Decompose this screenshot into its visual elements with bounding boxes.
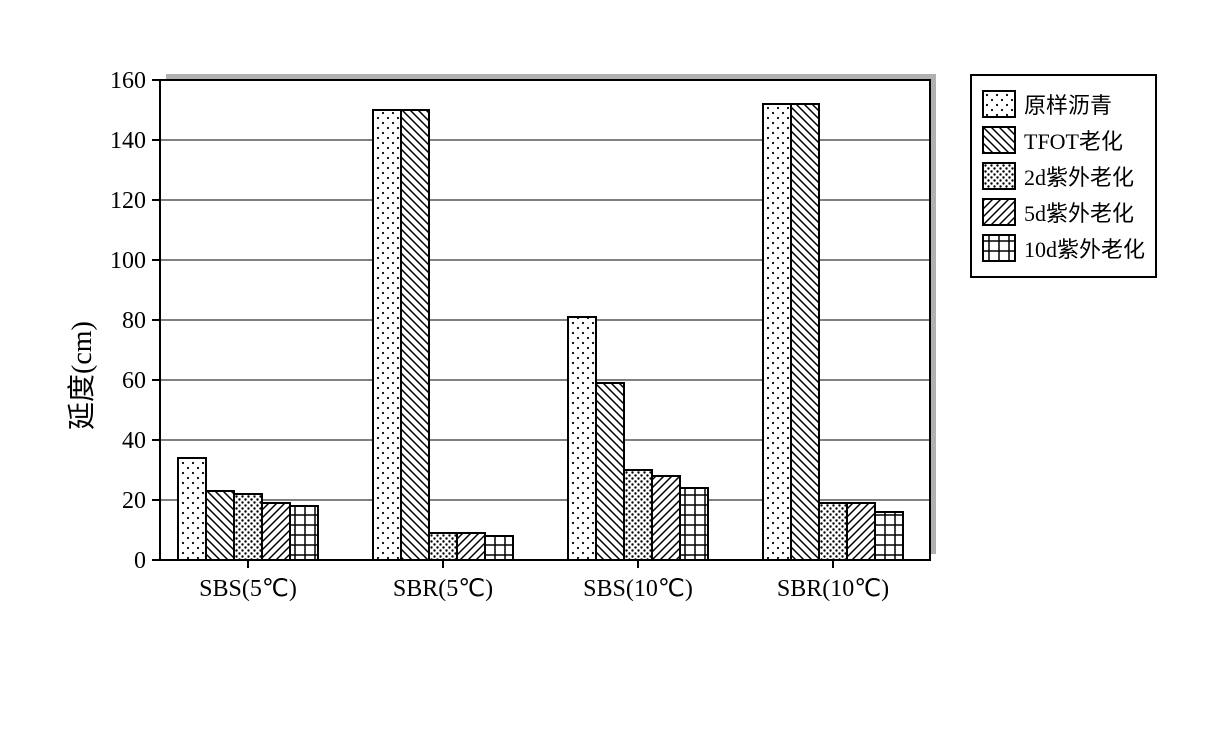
bar [680,488,708,560]
bar [763,104,791,560]
y-tick-label: 160 [110,68,146,94]
y-tick-label: 100 [110,248,146,274]
x-tick-label: SBS(5℃) [199,576,297,602]
x-tick-label: SBS(10℃) [583,576,693,602]
legend-label: 原样沥青 [1024,88,1112,120]
x-tick-label: SBR(10℃) [777,576,889,602]
y-axis-label: 延度(cm) [60,321,100,430]
bar [847,503,875,560]
x-tick-label: SBR(5℃) [393,576,493,602]
bar [206,491,234,560]
legend-swatch [982,90,1016,118]
legend: 原样沥青 TFOT老化 2d紫外老化 5d紫外老化 10d紫外老化 [970,74,1157,278]
legend-swatch [982,162,1016,190]
page: 0 20 40 60 80 100 120 140 160 SBS(5℃) SBR(5℃) SBS(1… [0,0,1224,733]
bar [457,533,485,560]
bar [819,503,847,560]
bar [568,317,596,560]
y-tick-label: 140 [110,128,146,154]
bar [652,476,680,560]
bar [290,506,318,560]
y-tick-label: 40 [122,428,146,454]
legend-item: 2d紫外老化 [982,160,1145,192]
legend-item: 原样沥青 [982,88,1145,120]
legend-label: 2d紫外老化 [1024,160,1134,192]
bar [262,503,290,560]
y-tick-label: 20 [122,488,146,514]
y-tick-label: 80 [122,308,146,334]
legend-swatch [982,198,1016,226]
legend-item: 5d紫外老化 [982,196,1145,228]
y-tick-label: 60 [122,368,146,394]
legend-label: 10d紫外老化 [1024,232,1145,264]
y-tick-label: 120 [110,188,146,214]
bar [485,536,513,560]
legend-swatch [982,126,1016,154]
bar [624,470,652,560]
chart-container: 0 20 40 60 80 100 120 140 160 SBS(5℃) SBR(5℃) SBS(1… [40,60,1200,700]
legend-label: 5d紫外老化 [1024,196,1134,228]
bar [875,512,903,560]
legend-label: TFOT老化 [1024,124,1123,156]
bar [429,533,457,560]
y-tick-label: 0 [134,548,146,574]
bar [373,110,401,560]
bar [401,110,429,560]
bar [596,383,624,560]
legend-swatch [982,234,1016,262]
legend-item: 10d紫外老化 [982,232,1145,264]
bar [234,494,262,560]
bar [178,458,206,560]
legend-item: TFOT老化 [982,124,1145,156]
bar [791,104,819,560]
